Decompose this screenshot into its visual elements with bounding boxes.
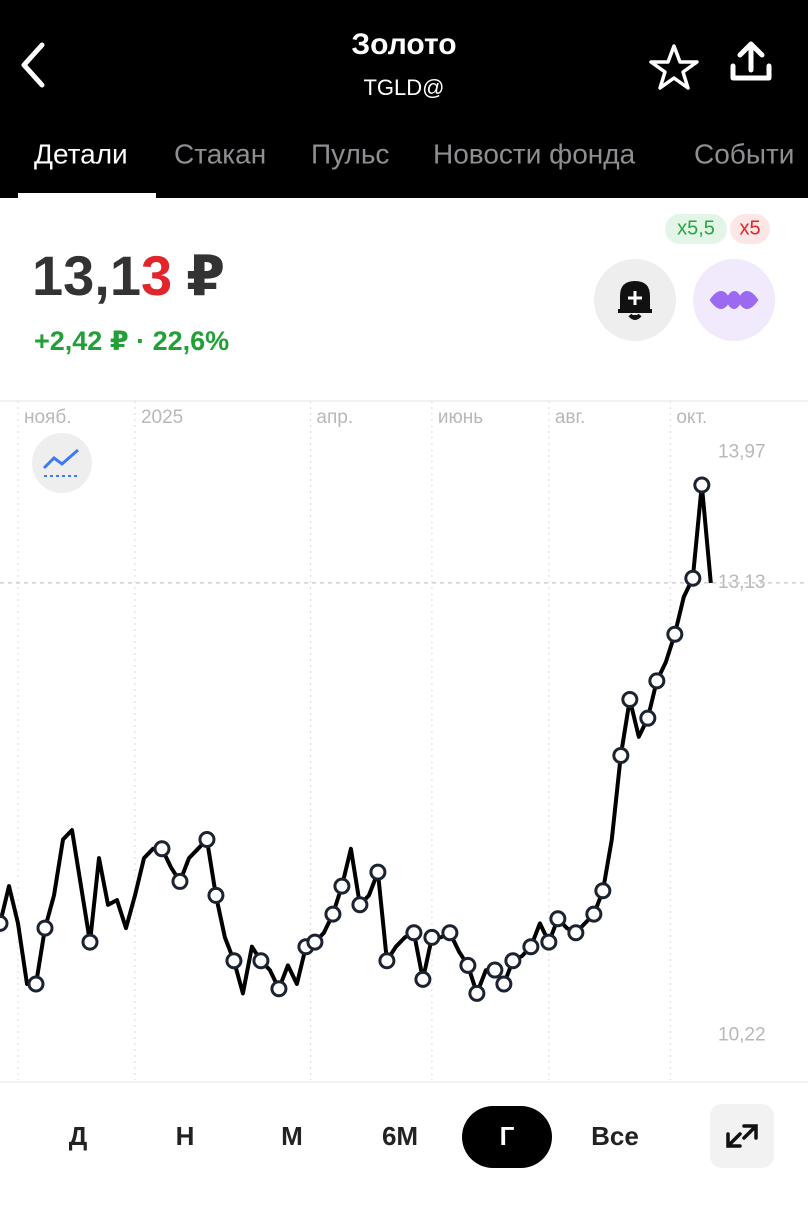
indicators-icon <box>42 448 79 470</box>
event-marker[interactable] <box>324 905 342 923</box>
period-button[interactable]: 6М <box>382 1121 418 1151</box>
event-marker[interactable] <box>666 625 684 643</box>
price-last-digit: 3 <box>141 244 172 307</box>
event-marker[interactable] <box>27 975 45 993</box>
period-button[interactable]: М <box>281 1121 303 1151</box>
event-marker[interactable] <box>549 910 567 928</box>
period-button[interactable]: Все <box>591 1121 639 1151</box>
event-marker[interactable] <box>495 975 513 993</box>
event-marker[interactable] <box>684 569 702 587</box>
header-bg <box>0 0 808 198</box>
x-tick-label: апр. <box>316 407 353 428</box>
tab[interactable]: Пульс <box>311 138 389 169</box>
event-marker[interactable] <box>621 691 639 709</box>
event-marker[interactable] <box>414 970 432 988</box>
y-tick-label: 13,13 <box>718 572 766 593</box>
x-tick-label: окт. <box>676 407 707 428</box>
event-marker[interactable] <box>351 896 369 914</box>
back-button[interactable] <box>21 42 45 88</box>
event-marker[interactable] <box>36 919 54 937</box>
badge-bg <box>730 214 770 244</box>
event-marker[interactable] <box>225 952 243 970</box>
event-marker[interactable] <box>0 914 9 932</box>
ai-icon <box>709 291 759 309</box>
price-main: 13,1 <box>32 244 141 307</box>
period-button[interactable]: Г <box>500 1121 515 1151</box>
period-button[interactable]: Н <box>176 1121 195 1151</box>
event-marker[interactable] <box>333 877 351 895</box>
event-marker[interactable] <box>648 672 666 690</box>
event-marker[interactable] <box>405 924 423 942</box>
tab[interactable]: Новости фонда <box>433 138 636 169</box>
title: Золото <box>351 28 456 61</box>
event-marker[interactable] <box>639 709 657 727</box>
event-marker[interactable] <box>585 905 603 923</box>
event-marker[interactable] <box>81 933 99 951</box>
event-marker[interactable] <box>369 863 387 881</box>
price-currency: ₽ <box>186 244 225 307</box>
event-marker[interactable] <box>540 933 558 951</box>
fullscreen-button[interactable] <box>710 1104 774 1168</box>
period-button[interactable]: Д <box>69 1121 88 1151</box>
share-button[interactable] <box>730 41 772 81</box>
event-marker[interactable] <box>306 933 324 951</box>
fullscreen-icon <box>726 1124 758 1148</box>
favorite-button[interactable] <box>649 44 699 90</box>
event-marker[interactable] <box>468 984 486 1002</box>
active-tab-indicator <box>18 193 156 198</box>
event-marker[interactable] <box>207 886 225 904</box>
event-marker[interactable] <box>522 938 540 956</box>
x-tick-label: авг. <box>555 407 586 428</box>
event-marker[interactable] <box>270 980 288 998</box>
tab[interactable]: Стакан <box>174 138 266 169</box>
event-marker[interactable] <box>171 872 189 890</box>
event-marker[interactable] <box>441 924 459 942</box>
y-tick-label: 10,22 <box>718 1024 766 1045</box>
price-change: +2,42 ₽ · 22,6% <box>34 326 229 356</box>
price-line <box>0 483 713 996</box>
x-tick-label: нояб. <box>24 407 72 428</box>
event-marker[interactable] <box>378 952 396 970</box>
event-marker[interactable] <box>252 952 270 970</box>
event-marker[interactable] <box>504 952 522 970</box>
event-marker[interactable] <box>693 476 711 494</box>
badge: x5 <box>739 217 760 239</box>
event-marker[interactable] <box>459 956 477 974</box>
subtitle: TGLD@ <box>363 75 444 100</box>
event-marker[interactable] <box>567 924 585 942</box>
tab[interactable]: Детали <box>34 138 128 169</box>
x-tick-label: июнь <box>438 407 483 428</box>
period-selected-bg <box>462 1106 552 1168</box>
event-marker[interactable] <box>612 746 630 764</box>
badge: x5,5 <box>677 217 715 239</box>
tab[interactable]: Событи <box>694 138 794 169</box>
chart: нояб. 2025 апр. июнь авг. окт. 13,97 13,13 10,22 <box>0 401 808 1080</box>
event-marker[interactable] <box>594 882 612 900</box>
event-marker[interactable] <box>423 928 441 946</box>
x-tick-label: 2025 <box>141 407 183 428</box>
event-marker[interactable] <box>153 840 171 858</box>
price: 13,13 ₽ <box>32 244 225 307</box>
periods: Д Н М 6М Г Все <box>69 1106 639 1168</box>
plus-icon <box>628 291 642 305</box>
y-tick-label: 13,97 <box>718 441 766 462</box>
event-marker[interactable] <box>198 830 216 848</box>
badge-bg <box>665 214 727 244</box>
event-marker[interactable] <box>486 961 504 979</box>
tabs: Детали Стакан Пульс Новости фонда Событи <box>34 138 794 169</box>
